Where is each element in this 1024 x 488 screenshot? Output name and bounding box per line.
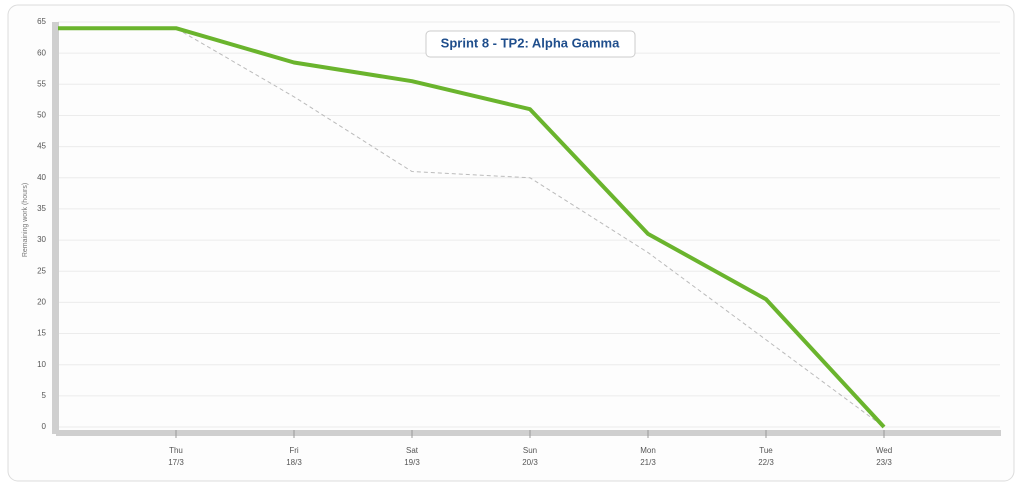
title-box — [425, 30, 636, 58]
y-tick-label: 50 — [37, 111, 46, 120]
y-tick-label: 5 — [42, 391, 47, 400]
x-axis — [56, 430, 1001, 436]
panel — [7, 4, 1015, 482]
y-tick-label: 0 — [42, 422, 47, 431]
x-tick-label: Thu — [169, 446, 183, 455]
y-axis-label: Remaining work (hours) — [22, 183, 29, 257]
y-tick-label: 35 — [37, 204, 46, 213]
x-tick-label: Wed — [876, 446, 892, 455]
chart-title: Sprint 8 - TP2: Alpha Gamma — [441, 35, 620, 50]
y-tick-label: 45 — [37, 142, 46, 151]
y-tick-label: 40 — [37, 173, 46, 182]
x-tick-label: Sun — [523, 446, 537, 455]
y-tick-label: 30 — [37, 235, 46, 244]
x-tick-label: 23/3 — [876, 458, 892, 467]
x-tick-label: Tue — [759, 446, 773, 455]
x-tick-label: 21/3 — [640, 458, 656, 467]
y-tick-label: 10 — [37, 360, 46, 369]
y-tick-label: 65 — [37, 17, 46, 26]
y-tick-label: 55 — [37, 79, 46, 88]
y-tick-label: 25 — [37, 266, 46, 275]
y-tick-label: 20 — [37, 297, 46, 306]
y-tick-label: 15 — [37, 329, 46, 338]
x-tick-label: Sat — [406, 446, 419, 455]
x-tick-label: 19/3 — [404, 458, 420, 467]
x-tick-label: 18/3 — [286, 458, 302, 467]
x-tick-label: Mon — [640, 446, 656, 455]
x-tick-label: 22/3 — [758, 458, 774, 467]
x-tick-label: Fri — [289, 446, 299, 455]
x-tick-label: 20/3 — [522, 458, 538, 467]
y-tick-label: 60 — [37, 48, 46, 57]
series-line — [58, 27, 885, 428]
series-line — [58, 26, 886, 429]
y-axis — [52, 22, 59, 434]
x-tick-label: 17/3 — [168, 458, 184, 467]
